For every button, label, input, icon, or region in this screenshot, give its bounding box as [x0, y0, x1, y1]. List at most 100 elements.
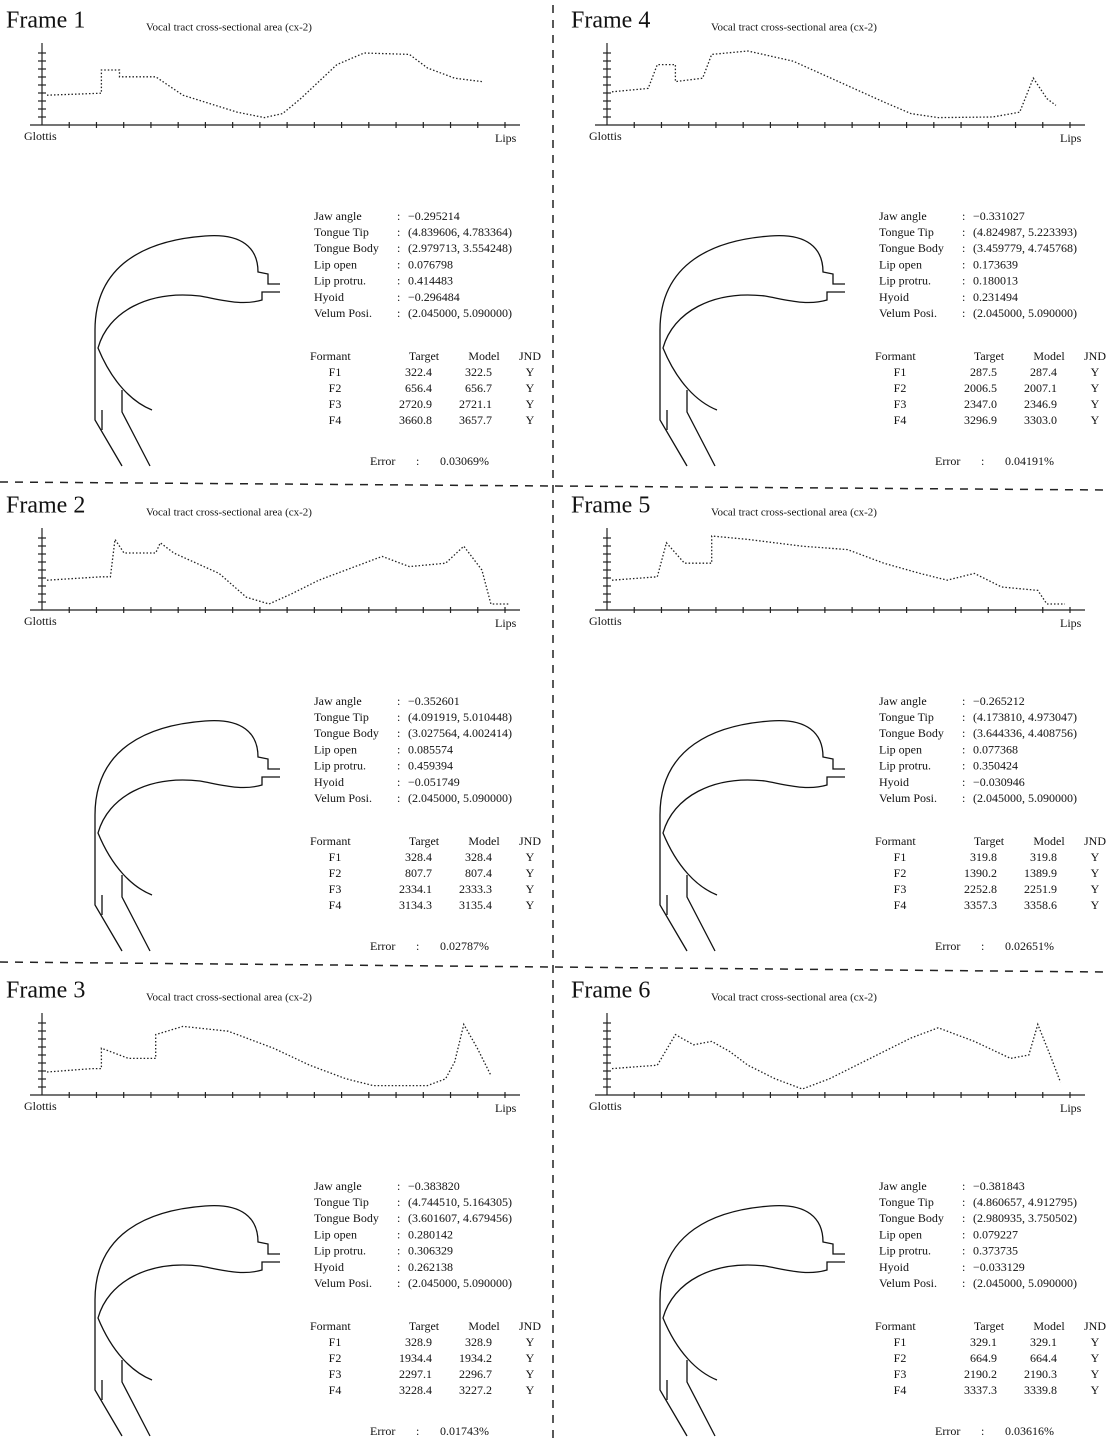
frame-title: Frame 4	[571, 8, 650, 34]
table-cell: 3135.4	[459, 898, 492, 912]
table-cell: 2252.8	[964, 882, 997, 896]
param-separator: :	[397, 710, 400, 724]
param-separator: :	[962, 710, 965, 724]
axis-label: Glottis	[24, 614, 57, 628]
chart-title: Vocal tract cross-sectional area (cx-2)	[711, 22, 877, 34]
table-cell: Y	[526, 397, 535, 411]
table-cell: Y	[526, 1367, 535, 1381]
param-separator: :	[397, 1211, 400, 1225]
table-cell: 3296.9	[964, 413, 997, 427]
param-value: (2.045000, 5.090000)	[973, 1276, 1077, 1290]
param-value: 0.414483	[408, 274, 453, 288]
param-label: Lip protru.	[879, 274, 931, 288]
axis-label: Glottis	[589, 129, 622, 143]
param-value: 0.173639	[973, 257, 1018, 271]
table-cell: F3	[329, 397, 342, 411]
param-separator: :	[397, 1260, 400, 1274]
area-profile	[47, 539, 509, 604]
area-profile	[612, 536, 1065, 604]
param-value: (4.744510, 5.164305)	[408, 1195, 512, 1209]
param-value: 0.077368	[973, 742, 1018, 756]
param-separator: :	[397, 1244, 400, 1258]
table-cell: 3660.8	[399, 413, 432, 427]
table-cell: 3358.6	[1024, 898, 1057, 912]
table-cell: 2334.1	[399, 882, 432, 896]
table-cell: F2	[329, 866, 342, 880]
param-value: 0.280142	[408, 1227, 453, 1241]
table-header: Formant	[310, 1319, 351, 1333]
param-label: Jaw angle	[879, 694, 927, 708]
param-value: 0.079227	[973, 1227, 1018, 1241]
figure-page: Frame 1Vocal tract cross-sectional area …	[0, 0, 1106, 1444]
param-separator: :	[397, 775, 400, 789]
frame-title: Frame 2	[6, 493, 85, 519]
param-separator: :	[962, 1227, 965, 1241]
area-profile	[47, 1024, 491, 1085]
param-value: (2.045000, 5.090000)	[408, 791, 512, 805]
table-cell: F3	[329, 1367, 342, 1381]
param-separator: :	[962, 1244, 965, 1258]
param-value: (2.980935, 3.750502)	[973, 1211, 1077, 1225]
param-label: Velum Posi.	[314, 791, 372, 805]
param-label: Velum Posi.	[879, 1276, 937, 1290]
param-label: Jaw angle	[314, 209, 362, 223]
table-cell: F4	[329, 413, 342, 427]
error-label: Error	[935, 454, 960, 468]
table-header: Target	[409, 349, 440, 363]
table-header: JND	[519, 834, 541, 848]
param-label: Tongue Tip	[879, 710, 934, 724]
axis-label: Lips	[1060, 616, 1082, 630]
param-value: 0.085574	[408, 742, 453, 756]
param-label: Velum Posi.	[314, 1276, 372, 1290]
param-label: Lip open	[314, 742, 357, 756]
error-separator: :	[981, 1424, 984, 1438]
table-cell: 3339.8	[1024, 1383, 1057, 1397]
frame-title: Frame 5	[571, 493, 650, 519]
vocal-tract-outline	[660, 236, 845, 466]
table-cell: F1	[894, 365, 907, 379]
error-value: 0.01743%	[440, 1424, 489, 1438]
table-cell: F1	[329, 850, 342, 864]
param-value: (4.173810, 4.973047)	[973, 710, 1077, 724]
table-cell: Y	[526, 1383, 535, 1397]
table-cell: 3228.4	[399, 1383, 432, 1397]
param-value: −0.030946	[973, 775, 1025, 789]
error-label: Error	[935, 1424, 960, 1438]
table-cell: Y	[1091, 365, 1100, 379]
table-cell: Y	[526, 365, 535, 379]
table-cell: 2296.7	[459, 1367, 492, 1381]
table-cell: F4	[329, 1383, 342, 1397]
table-header: Formant	[875, 1319, 916, 1333]
table-cell: F2	[894, 381, 907, 395]
axis-label: Glottis	[24, 129, 57, 143]
table-header: Target	[974, 349, 1005, 363]
table-cell: Y	[526, 882, 535, 896]
chart-title: Vocal tract cross-sectional area (cx-2)	[146, 22, 312, 34]
frame-panel: Frame 3Vocal tract cross-sectional area …	[6, 978, 541, 1438]
axis-label: Glottis	[589, 1099, 622, 1113]
axis-label: Glottis	[589, 614, 622, 628]
chart-title: Vocal tract cross-sectional area (cx-2)	[711, 992, 877, 1004]
param-separator: :	[962, 1260, 965, 1274]
table-cell: 1390.2	[964, 866, 997, 880]
error-label: Error	[370, 1424, 395, 1438]
param-value: 0.231494	[973, 290, 1018, 304]
table-cell: Y	[1091, 381, 1100, 395]
param-separator: :	[962, 1179, 965, 1193]
chart-title: Vocal tract cross-sectional area (cx-2)	[146, 992, 312, 1004]
table-cell: F4	[894, 898, 907, 912]
param-separator: :	[397, 1195, 400, 1209]
table-cell: Y	[526, 1351, 535, 1365]
table-cell: Y	[1091, 413, 1100, 427]
param-separator: :	[962, 274, 965, 288]
table-cell: F3	[894, 882, 907, 896]
param-separator: :	[397, 306, 400, 320]
table-cell: 807.4	[465, 866, 492, 880]
table-header: Model	[468, 834, 500, 848]
param-value: −0.051749	[408, 775, 460, 789]
table-cell: 2251.9	[1024, 882, 1057, 896]
table-cell: F2	[894, 1351, 907, 1365]
error-label: Error	[370, 939, 395, 953]
param-label: Tongue Tip	[314, 710, 369, 724]
